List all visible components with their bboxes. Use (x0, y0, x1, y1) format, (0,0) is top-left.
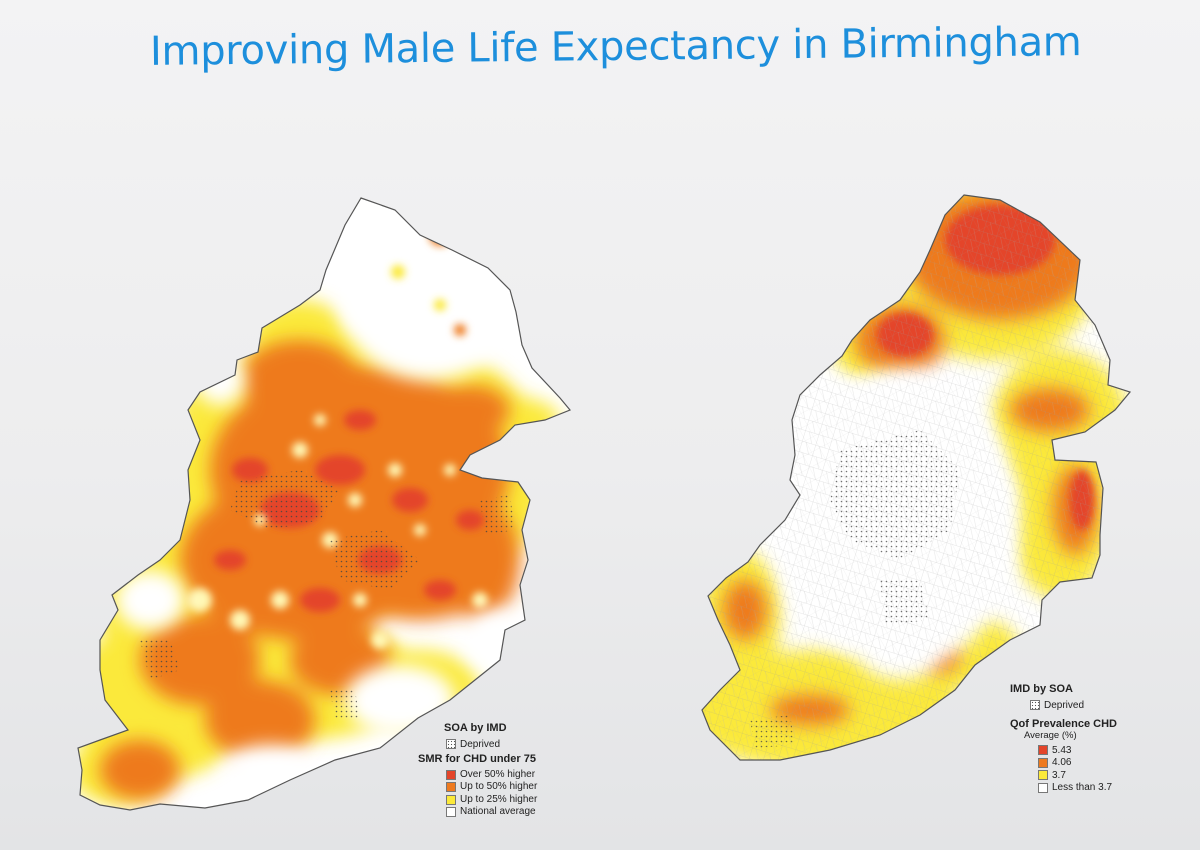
legend-layer-title: IMD by SOA (1010, 683, 1073, 695)
legend-item-label: Up to 25% higher (460, 793, 538, 805)
legend-swatch-icon (446, 794, 456, 805)
legend-scale-title: SMR for CHD under 75 (418, 753, 536, 766)
legend-swatch-icon (1038, 782, 1048, 793)
legend-items: 5.43 4.06 3.7 Less than 3.7 (1038, 745, 1117, 794)
legend-item: Up to 25% higher (446, 794, 537, 806)
legend-item-label: Less than 3.7 (1052, 782, 1113, 794)
legend-swatch-icon (446, 782, 456, 793)
right-map (701, 194, 1131, 761)
legend-item: Over 50% higher (446, 769, 537, 781)
legend-item: 5.43 (1038, 745, 1117, 757)
legend-item-label: 3.7 (1052, 769, 1066, 781)
legend-swatch-icon (1038, 757, 1048, 768)
legend-item-label: 5.43 (1052, 744, 1072, 756)
legend-item: National average (446, 806, 537, 818)
deprived-swatch-icon (446, 739, 456, 750)
legend-deprived-label: Deprived (460, 738, 501, 750)
legend-swatch-icon (1038, 770, 1048, 781)
legend-swatch-icon (446, 769, 456, 780)
legend-item: 4.06 (1038, 757, 1117, 769)
legend-scale-subtitle: Average (%) (1024, 729, 1077, 741)
left-legend: SOA by IMD Deprived SMR for CHD under 75… (418, 722, 537, 819)
legend-item-label: Over 50% higher (460, 768, 536, 780)
right-legend: IMD by SOA Deprived Qof Prevalence CHD A… (1010, 683, 1117, 795)
legend-item-label: 4.06 (1052, 757, 1072, 769)
legend-scale-title: Qof Prevalence CHD (1010, 718, 1117, 731)
legend-layer-title: SOA by IMD (444, 722, 507, 734)
legend-item-label: National average (460, 806, 536, 818)
legend-item: Up to 50% higher (446, 781, 537, 793)
deprived-swatch-icon (1030, 700, 1040, 711)
legend-item: 3.7 (1038, 770, 1117, 782)
legend-deprived-row: Deprived (446, 739, 537, 751)
legend-item: Less than 3.7 (1038, 782, 1117, 794)
legend-swatch-icon (1038, 745, 1048, 756)
legend-item-label: Up to 50% higher (460, 781, 538, 793)
legend-deprived-label: Deprived (1044, 699, 1085, 711)
legend-swatch-icon (446, 807, 456, 818)
legend-deprived-row: Deprived (1030, 700, 1117, 712)
legend-items: Over 50% higher Up to 50% higher Up to 2… (446, 769, 537, 818)
